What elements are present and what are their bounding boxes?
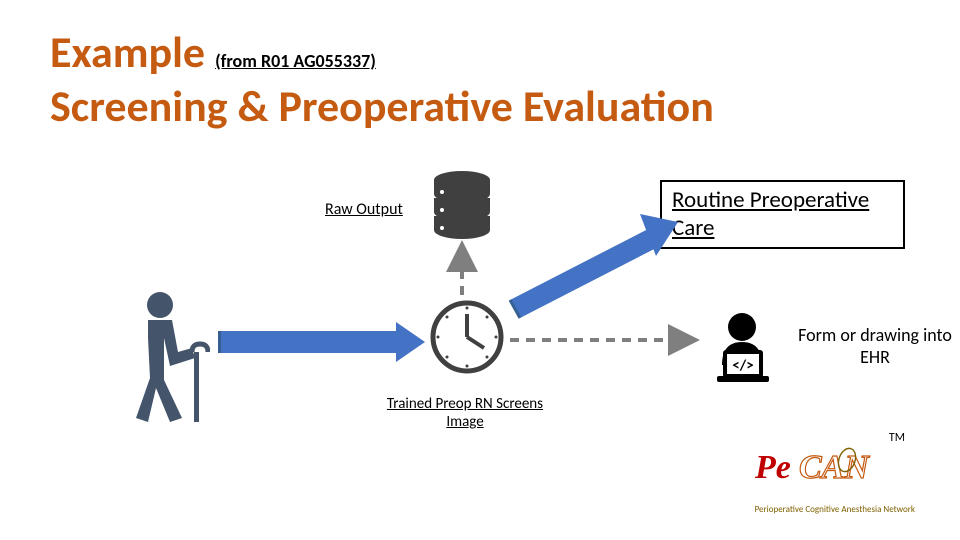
routine-care-box: Routine Preoperative Care xyxy=(660,180,905,249)
grant-ref: (from R01 AG055337) xyxy=(215,50,376,72)
raw-output-label: Raw Output xyxy=(325,200,403,219)
svg-text:</>: </> xyxy=(732,357,753,375)
database-icon xyxy=(430,170,495,245)
clock-icon xyxy=(430,300,505,380)
trained-rn-label: Trained Preop RN Screens Image xyxy=(370,395,560,431)
patient-icon xyxy=(120,290,210,435)
arrow-clock-to-routine xyxy=(510,214,678,318)
coder-icon: </> xyxy=(705,310,780,390)
svg-text:CAN: CAN xyxy=(799,449,870,486)
title-subtitle: Screening & Preoperative Evaluation xyxy=(50,79,714,133)
pecan-logo: Pe CAN Perioperative Cognitive Anesthesi… xyxy=(755,440,915,515)
title-block: Example (from R01 AG055337) Screening & … xyxy=(50,25,714,133)
arrow-patient-to-clock xyxy=(218,322,425,362)
svg-text:Pe: Pe xyxy=(755,449,791,486)
form-ehr-label: Form or drawing into EHR xyxy=(790,325,960,368)
pecan-tagline: Perioperative Cognitive Anesthesia Netwo… xyxy=(755,504,915,515)
title-example: Example xyxy=(50,25,205,79)
